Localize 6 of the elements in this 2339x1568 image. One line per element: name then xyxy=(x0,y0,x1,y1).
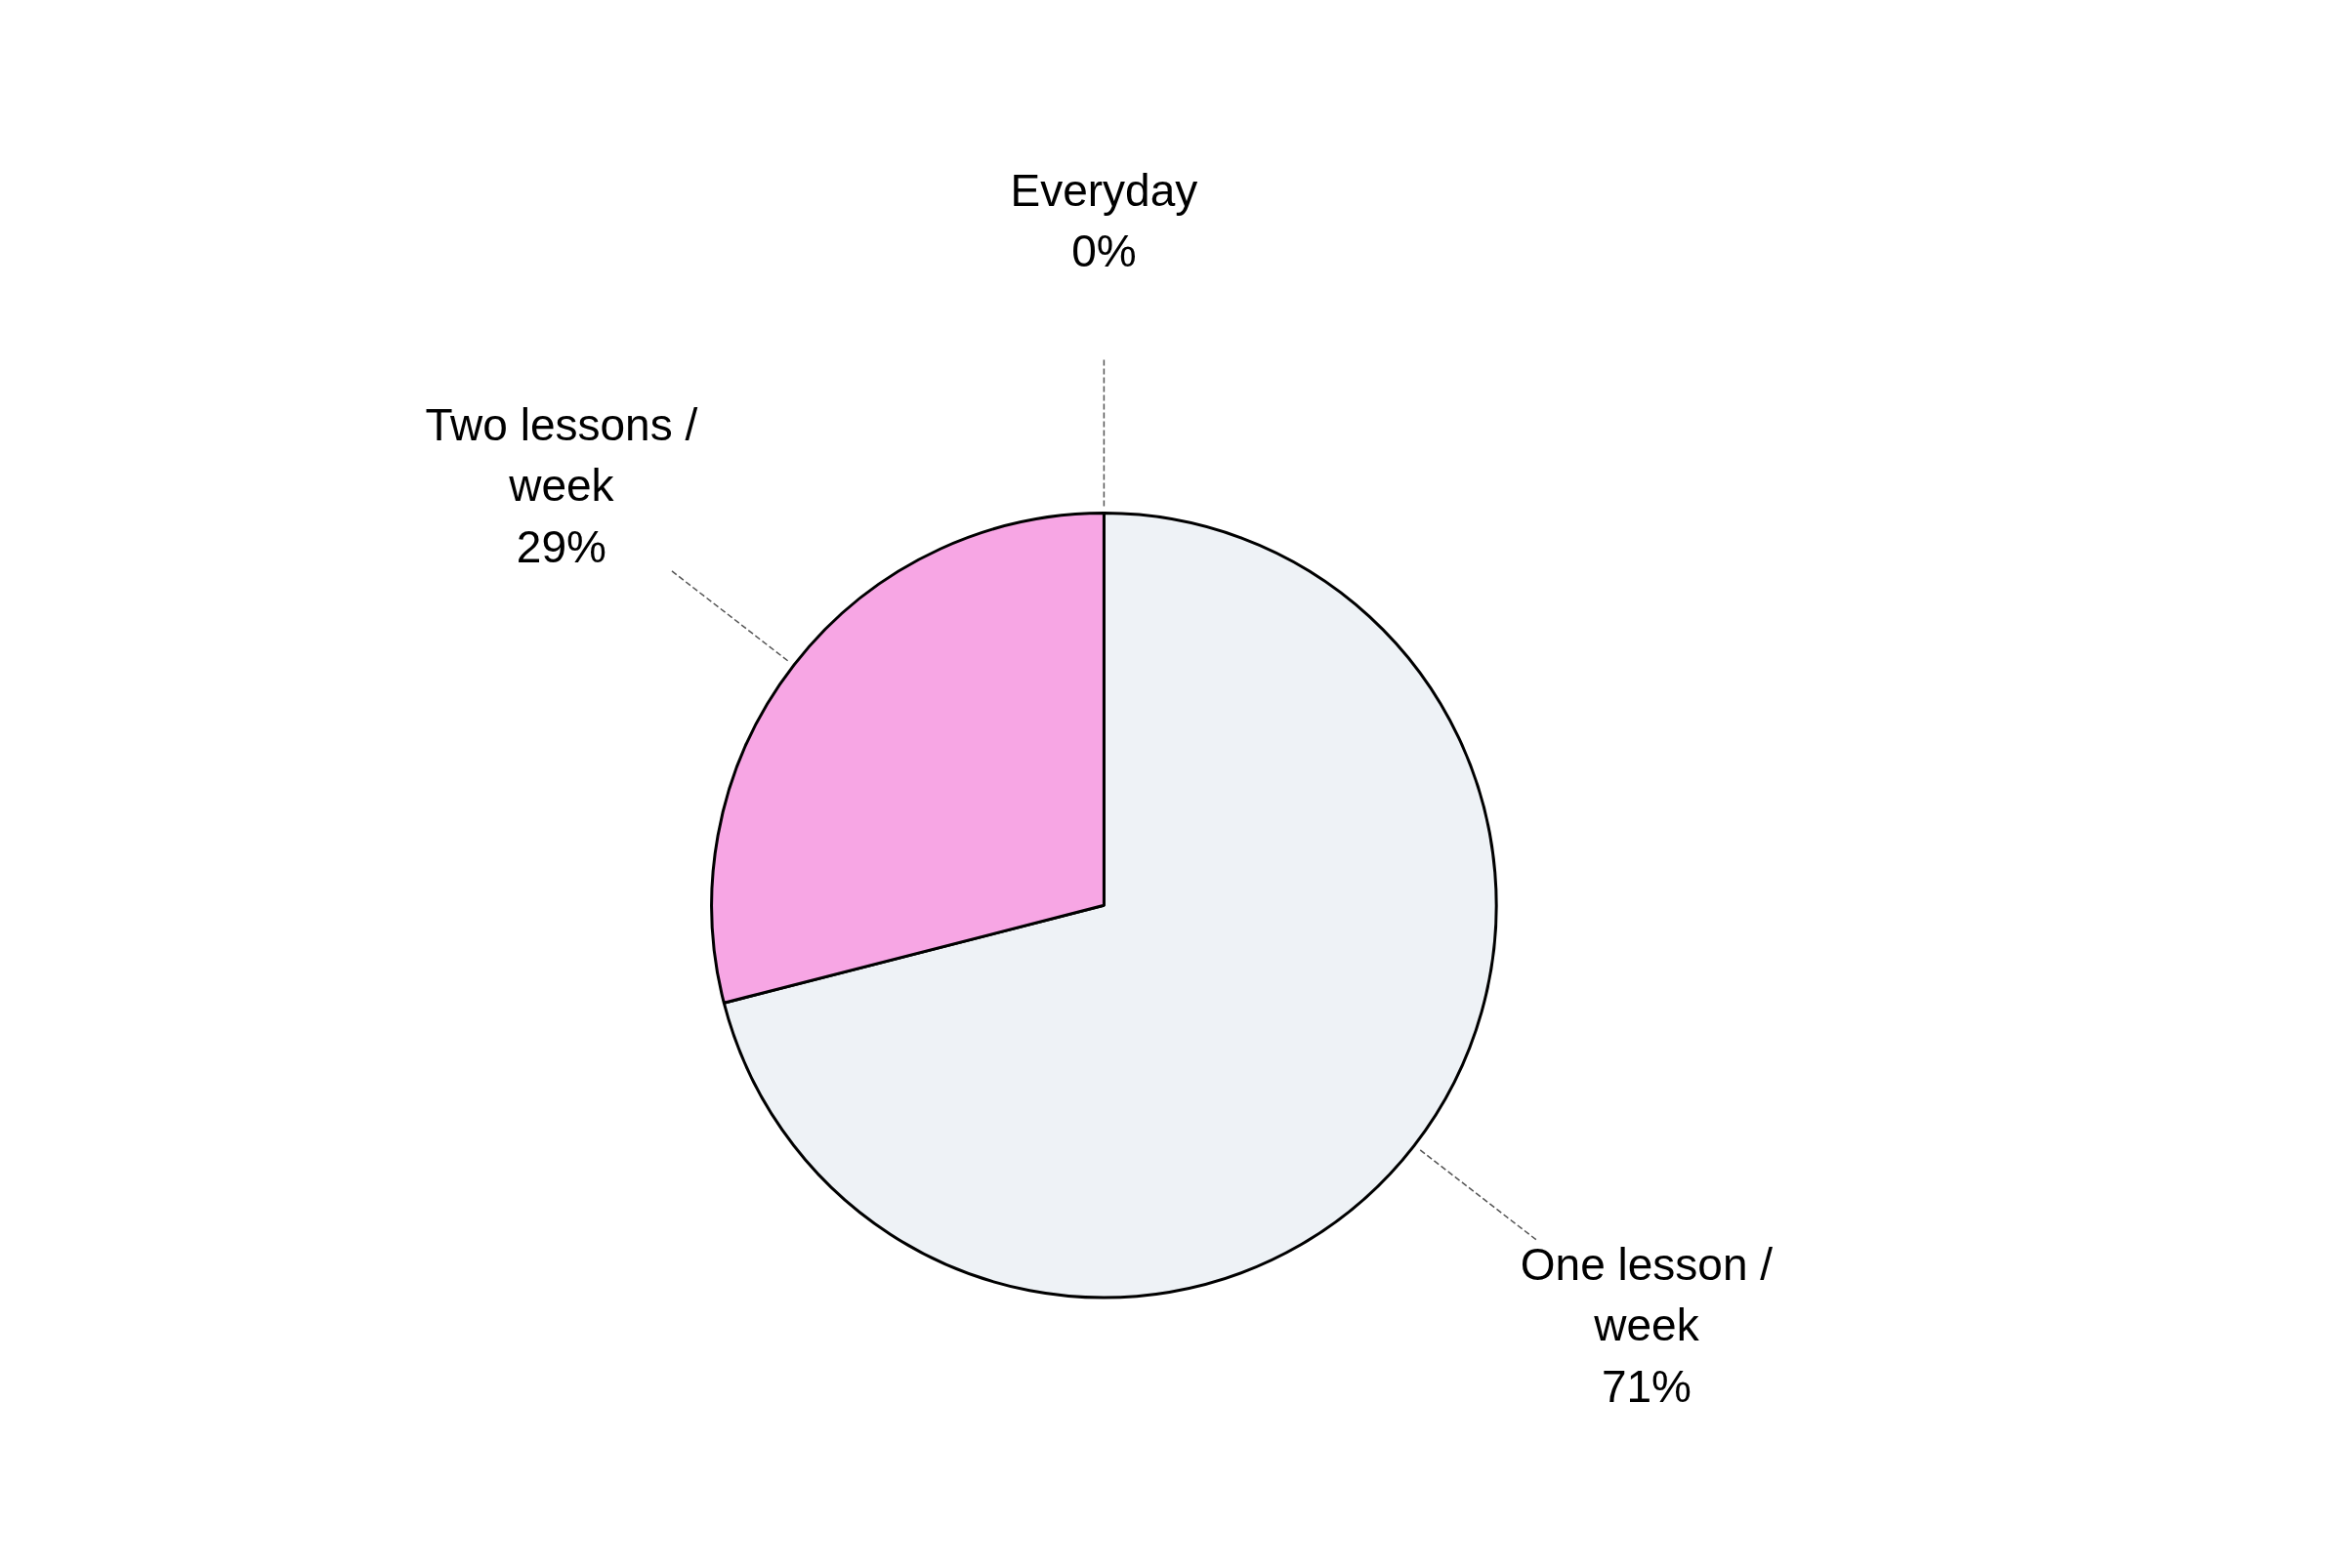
slice-label: One lesson / week xyxy=(1520,1238,1774,1351)
data-label: 71% xyxy=(1601,1360,1692,1412)
slice-label: Two lessons / week xyxy=(425,399,698,512)
data-label: 29% xyxy=(516,520,606,572)
text: 0% xyxy=(1071,226,1137,277)
category-label: Everyday xyxy=(1010,164,1198,216)
